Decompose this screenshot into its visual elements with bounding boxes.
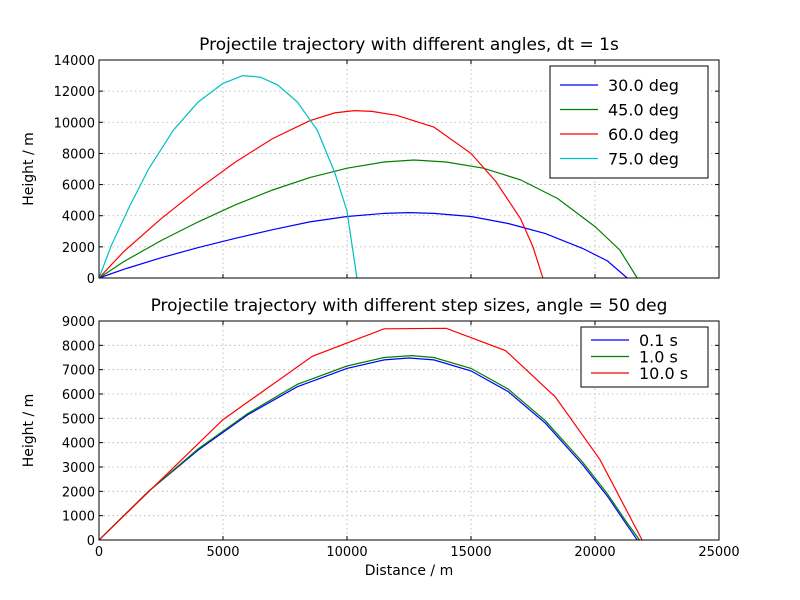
legend-label: 30.0 deg (608, 76, 679, 95)
y-tick-label: 10000 (54, 116, 95, 131)
legend: 30.0 deg 45.0 deg 60.0 deg 75.0 deg (549, 65, 709, 179)
series-line-10-0-s (98, 327, 643, 541)
chart-1: 0 2000 4000 6000 8000 10000 12000 14000 Projecti… (21, 35, 720, 287)
x-tick-label: 25000 (698, 545, 739, 560)
y-tick-label: 4000 (62, 437, 95, 452)
plot-frame (98, 59, 720, 279)
legend-label: 45.0 deg (608, 101, 679, 120)
series-line-75-0-deg (98, 74, 358, 279)
y-tick-label: 7000 (62, 364, 95, 379)
y-tick-label: 6000 (62, 388, 95, 403)
y-tick-label: 9000 (62, 315, 95, 330)
legend-label: 0.1 s (639, 331, 678, 350)
chart-title: Projectile trajectory with different ste… (151, 296, 668, 316)
series-line-1-0-s (98, 354, 641, 541)
x-tick-label: 0 (95, 545, 103, 560)
series-line-45-0-deg (98, 159, 638, 279)
y-axis-label: Height / m (21, 394, 37, 468)
plot-frame (98, 320, 720, 541)
y-tick-label: 0 (87, 272, 95, 287)
y-tick-label: 3000 (62, 461, 95, 476)
legend-label: 75.0 deg (608, 150, 679, 169)
y-tick-label: 1000 (62, 510, 95, 525)
legend-label: 1.0 s (639, 348, 678, 367)
legend: 0.1 s1.0 s10.0 s (580, 326, 709, 388)
chart-2: 0 5000 10000 15000 20000 25000 0 1000 2000 3000 40… (21, 296, 740, 579)
x-tick-label: 15000 (450, 545, 491, 560)
legend-label: 10.0 s (639, 364, 688, 383)
y-tick-label: 2000 (62, 485, 95, 500)
y-axis-label: Height / m (21, 132, 37, 206)
y-tick-label: 2000 (62, 241, 95, 256)
series-line-0-1-s (98, 357, 638, 541)
x-tick-label: 5000 (206, 545, 239, 560)
x-tick-label: 10000 (326, 545, 367, 560)
series-line-30-0-deg (98, 211, 628, 279)
x-tick-label: 20000 (574, 545, 615, 560)
x-axis-label: Distance / m (365, 563, 453, 579)
chart-title: Projectile trajectory with different ang… (199, 35, 619, 55)
y-tick-label: 6000 (62, 179, 95, 194)
series-line-60-0-deg (98, 109, 544, 279)
legend-label: 60.0 deg (608, 125, 679, 144)
y-tick-label: 8000 (62, 339, 95, 354)
y-tick-label: 0 (87, 534, 95, 549)
y-tick-label: 5000 (62, 412, 95, 427)
y-tick-label: 4000 (62, 210, 95, 225)
y-tick-label: 14000 (54, 54, 95, 69)
y-tick-label: 8000 (62, 147, 95, 162)
y-tick-label: 12000 (54, 85, 95, 100)
